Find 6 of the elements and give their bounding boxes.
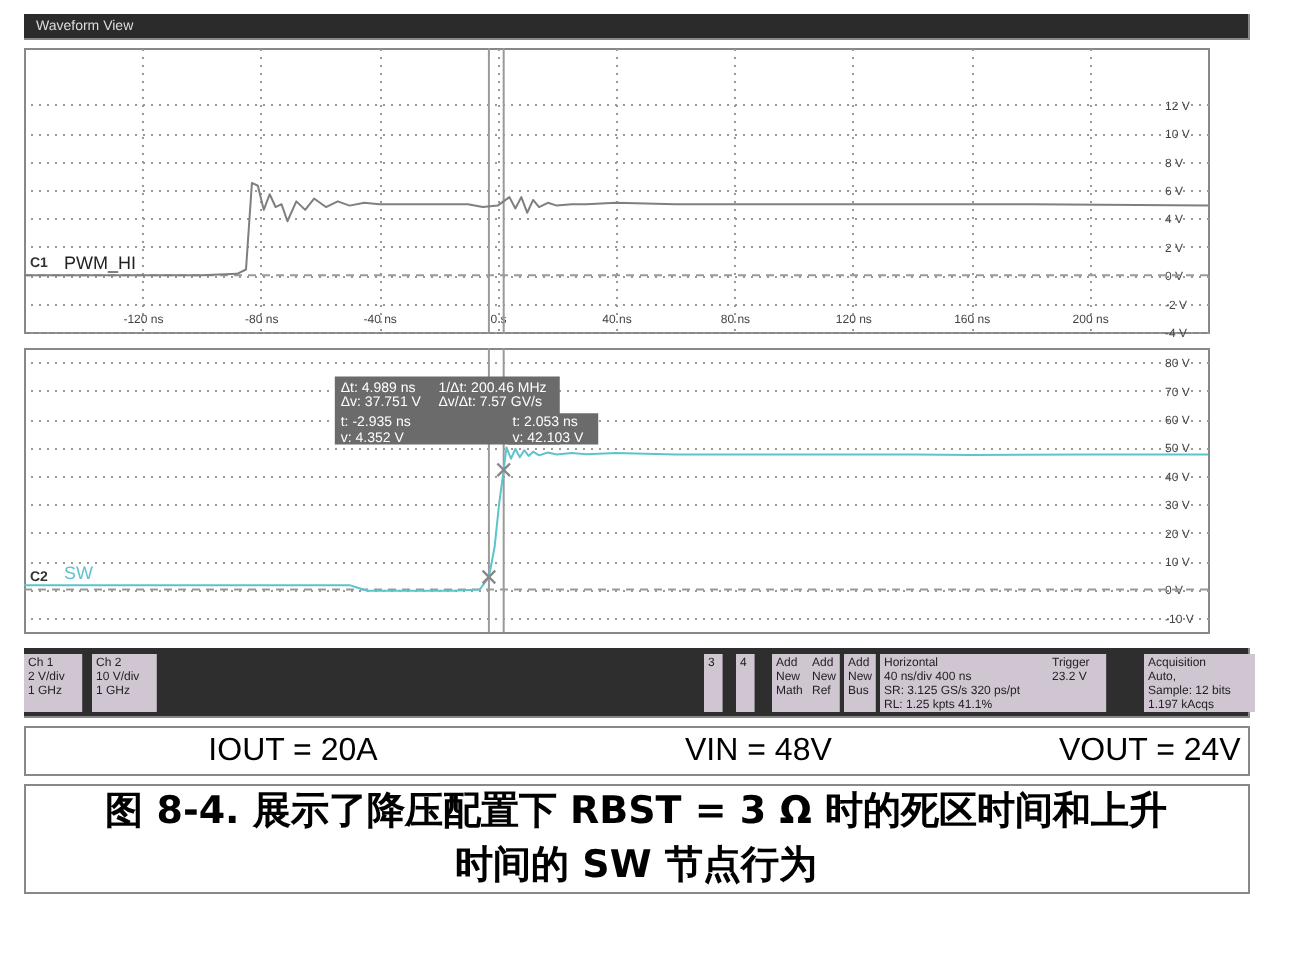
series-label: PWM_HI (64, 253, 136, 274)
text: 图 8-4. 展示了降压配置下 RBST = 3 Ω 时的死区时间和上升时间的 SW 节点行为 (105, 789, 1168, 887)
text: VIN = 48V (685, 734, 833, 768)
text: IOUT = 20A (208, 734, 379, 768)
text: VOUT = 24V (1058, 734, 1242, 768)
series-label: SW (64, 563, 95, 584)
